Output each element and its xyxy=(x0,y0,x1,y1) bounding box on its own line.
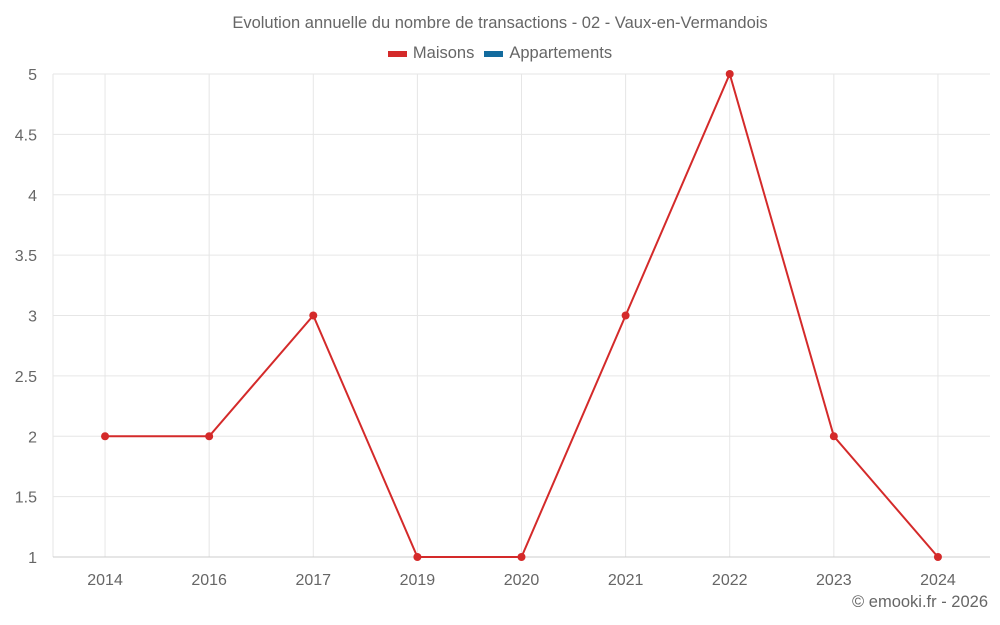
x-tick-label: 2024 xyxy=(920,572,956,589)
y-tick-label: 1 xyxy=(28,550,37,567)
grid xyxy=(52,73,990,558)
y-tick-label: 5 xyxy=(28,67,37,84)
legend-label-maisons: Maisons xyxy=(412,44,475,62)
series-maisons xyxy=(101,70,942,561)
y-tick-label: 1.5 xyxy=(15,490,37,507)
data-point[interactable] xyxy=(205,432,214,441)
legend-item-appartements[interactable]: Appartements xyxy=(484,44,612,63)
data-point[interactable] xyxy=(101,432,110,441)
x-tick-label: 2016 xyxy=(191,572,227,589)
maisons-swatch-icon xyxy=(387,50,407,57)
x-tick-label: 2020 xyxy=(504,572,540,589)
x-tick-label: 2022 xyxy=(712,572,748,589)
y-tick-label: 2.5 xyxy=(15,369,37,386)
x-tick-label: 2019 xyxy=(400,572,436,589)
y-tick-label: 4.5 xyxy=(15,127,37,144)
y-tick-label: 4 xyxy=(28,188,37,205)
credits[interactable]: © emooki.fr - 2026 xyxy=(852,593,988,611)
data-point[interactable] xyxy=(933,553,942,561)
data-point[interactable] xyxy=(517,553,526,561)
x-axis: 2014 2016 2017 2019 2020 2021 2022 2023 2024 xyxy=(53,556,990,589)
legend: Maisons Appartements xyxy=(0,44,1000,63)
data-point[interactable] xyxy=(829,432,838,441)
x-tick-label: 2017 xyxy=(295,572,331,589)
x-tick-label: 2023 xyxy=(816,572,852,589)
data-point[interactable] xyxy=(413,553,422,561)
chart-title: Evolution annuelle du nombre de transact… xyxy=(232,14,768,32)
x-tick-label: 2014 xyxy=(87,572,123,589)
x-tick-label: 2021 xyxy=(608,572,644,589)
data-point[interactable] xyxy=(725,70,734,78)
appartements-swatch-icon xyxy=(484,50,504,57)
y-tick-label: 3 xyxy=(28,309,37,326)
data-point[interactable] xyxy=(309,311,318,320)
y-tick-label: 2 xyxy=(28,429,37,446)
y-axis: 1 1.5 2 2.5 3 3.5 4 4.5 5 xyxy=(15,67,37,567)
legend-item-maisons[interactable]: Maisons xyxy=(387,44,475,63)
y-tick-label: 3.5 xyxy=(15,248,37,265)
legend-label-appartements: Appartements xyxy=(509,44,613,62)
data-point[interactable] xyxy=(621,311,630,320)
